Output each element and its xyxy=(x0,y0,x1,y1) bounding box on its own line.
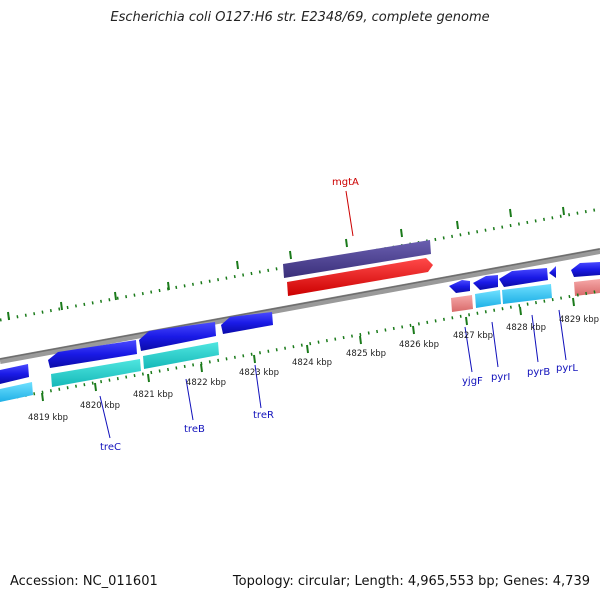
pyrL-rna xyxy=(574,279,600,296)
pyrB-leader xyxy=(531,314,539,363)
inner-tick-mark xyxy=(572,297,575,307)
pyrB-label[interactable]: pyrB xyxy=(527,367,550,378)
outer-tick-mark xyxy=(114,291,117,301)
genome-backbone xyxy=(0,248,600,364)
yjgF-arrow xyxy=(449,280,470,293)
pyrB-tip xyxy=(549,266,556,278)
treC-cds xyxy=(51,359,141,387)
left-edge-cds xyxy=(0,382,33,402)
yjgF-label[interactable]: yjgF xyxy=(462,376,483,387)
treC-arrow xyxy=(48,340,137,368)
tick-label: 4826 kbp xyxy=(399,340,439,350)
inner-tick-mark xyxy=(147,373,150,383)
treB-arrow xyxy=(139,322,216,351)
tick-label: 4824 kbp xyxy=(292,358,332,368)
tick-label: 4819 kbp xyxy=(28,413,68,423)
gene-left-edge[interactable] xyxy=(0,364,33,402)
gene-treC[interactable] xyxy=(48,340,141,387)
treC-leader xyxy=(99,395,111,439)
tick-label: 4829 kbp xyxy=(559,315,599,325)
accession-text: Accession: NC_011601 xyxy=(10,574,158,589)
gene-yjgF[interactable] xyxy=(449,280,473,312)
pyrB-cds xyxy=(502,284,552,304)
outer-tick-mark xyxy=(509,208,512,218)
mgtA-leader xyxy=(345,190,354,237)
treR-leader xyxy=(254,364,262,409)
pyrB-arrow xyxy=(499,268,548,287)
outer-tick-mark xyxy=(7,311,10,321)
tick-label: 4828 kbp xyxy=(506,323,546,333)
mgtA-gene-bar xyxy=(283,240,431,278)
tick-label: 4821 kbp xyxy=(133,390,173,400)
outer-tick-mark xyxy=(289,250,292,260)
pyrL-leader xyxy=(558,309,567,361)
outer-tick-mark xyxy=(345,238,348,248)
tick-label: 4825 kbp xyxy=(346,349,386,359)
pyrI-label[interactable]: pyrI xyxy=(491,372,510,383)
tick-label: 4820 kbp xyxy=(80,401,120,411)
treB-leader xyxy=(185,378,194,421)
genome-summary-text: Topology: circular; Length: 4,965,553 bp… xyxy=(232,574,590,589)
yjgF-leader xyxy=(464,326,473,373)
treB-label[interactable]: treB xyxy=(184,424,205,435)
treR-label[interactable]: treR xyxy=(253,410,274,421)
inner-tick-mark xyxy=(412,325,415,335)
inner-tick-mark xyxy=(253,354,256,364)
mgtA-cds-arrow xyxy=(287,258,433,296)
gene-mgtA[interactable] xyxy=(283,240,433,296)
inner-tick-mark xyxy=(306,344,309,354)
outer-tick-mark xyxy=(456,220,459,230)
outer-tick-mark xyxy=(60,301,63,311)
gene-leaders xyxy=(99,309,567,439)
mgtA-label[interactable]: mgtA xyxy=(332,177,359,188)
outer-major-ticks xyxy=(7,206,565,321)
outer-tick-mark xyxy=(562,206,565,216)
gene-pyrL[interactable] xyxy=(571,262,600,296)
pyrL-arrow xyxy=(571,262,600,277)
left-edge-arrow xyxy=(0,364,29,384)
inner-tick-mark xyxy=(465,316,468,326)
gene-treB[interactable] xyxy=(139,322,219,369)
outer-tick-mark xyxy=(236,260,239,270)
treR-arrow xyxy=(221,312,273,334)
inner-tick-mark xyxy=(41,392,44,402)
treC-label[interactable]: treC xyxy=(100,442,121,453)
pyrL-label[interactable]: pyrL xyxy=(556,363,578,374)
inner-major-ticks xyxy=(41,297,575,402)
outer-tick-mark xyxy=(400,228,403,238)
gene-pyrB[interactable] xyxy=(499,266,556,304)
outer-tick-mark xyxy=(167,281,170,291)
pyrI-arrow xyxy=(473,275,498,290)
inner-tick-mark xyxy=(359,335,362,345)
genome-title: Escherichia coli O127:H6 str. E2348/69, … xyxy=(110,10,490,25)
tick-label: 4822 kbp xyxy=(186,378,226,388)
yjgF-rna xyxy=(451,295,473,312)
inner-tick-mark xyxy=(200,363,203,373)
pyrI-leader xyxy=(491,321,499,368)
gene-treR[interactable] xyxy=(221,312,273,334)
tick-label: 4823 kbp xyxy=(239,368,279,378)
tick-label: 4827 kbp xyxy=(453,331,493,341)
treB-cds xyxy=(143,342,219,369)
pyrI-cds xyxy=(475,290,501,308)
inner-tick-mark xyxy=(94,382,97,392)
gene-pyrI[interactable] xyxy=(473,275,501,308)
inner-tick-mark xyxy=(519,306,522,316)
